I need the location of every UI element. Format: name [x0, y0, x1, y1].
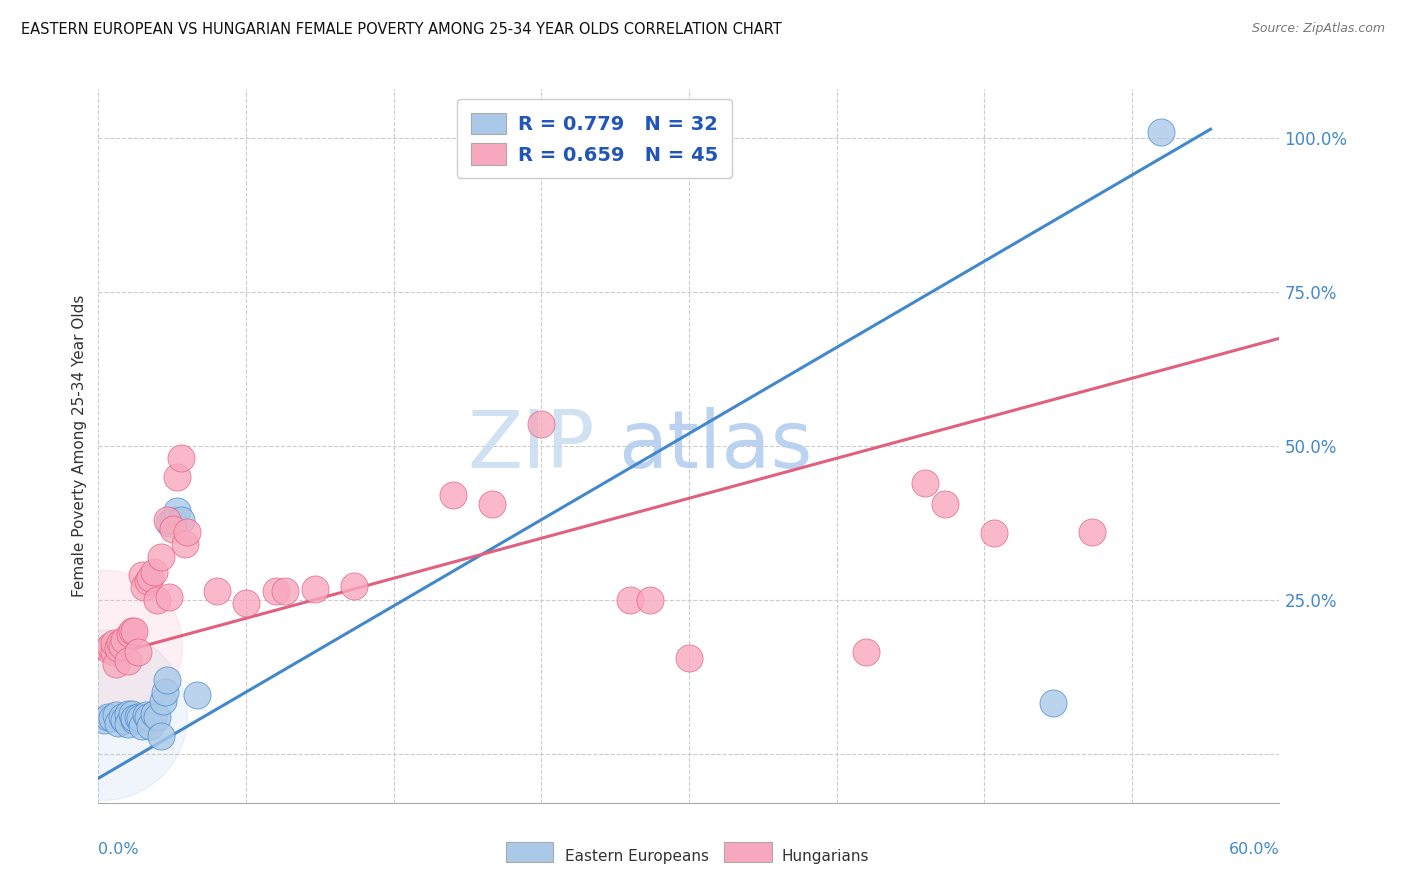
Point: [127, 709, 149, 723]
Text: EASTERN EUROPEAN VS HUNGARIAN FEMALE POVERTY AMONG 25-34 YEAR OLDS CORRELATION C: EASTERN EUROPEAN VS HUNGARIAN FEMALE POV…: [21, 22, 782, 37]
Point: [111, 709, 134, 723]
Point: [117, 706, 139, 721]
Point: [107, 715, 129, 730]
Point: [117, 717, 139, 731]
Point: [1150, 125, 1173, 139]
Y-axis label: Female Poverty Among 25-34 Year Olds: Female Poverty Among 25-34 Year Olds: [72, 295, 87, 597]
Point: [122, 711, 145, 725]
Point: [136, 574, 159, 589]
Point: [121, 624, 143, 638]
Point: [93, 713, 115, 727]
Point: [91, 708, 114, 723]
Point: [152, 694, 174, 708]
Point: [128, 711, 150, 725]
Text: ZIP: ZIP: [467, 407, 595, 485]
Point: [135, 708, 157, 723]
Text: Eastern Europeans: Eastern Europeans: [565, 849, 709, 863]
Point: [176, 525, 198, 540]
Point: [142, 706, 165, 721]
Point: [156, 513, 179, 527]
Point: [101, 711, 124, 725]
Point: [146, 709, 169, 723]
Point: [914, 475, 936, 490]
Point: [530, 417, 553, 432]
Text: Source: ZipAtlas.com: Source: ZipAtlas.com: [1251, 22, 1385, 36]
Point: [105, 708, 128, 723]
Point: [142, 565, 165, 579]
Point: [174, 537, 197, 551]
Point: [138, 571, 160, 585]
Point: [117, 654, 139, 668]
Text: 60.0%: 60.0%: [1229, 842, 1279, 857]
Text: atlas: atlas: [619, 407, 813, 485]
Legend: R = 0.779   N = 32, R = 0.659   N = 45: R = 0.779 N = 32, R = 0.659 N = 45: [457, 99, 731, 178]
Point: [103, 636, 125, 650]
Point: [619, 592, 641, 607]
Point: [107, 640, 129, 655]
Point: [264, 583, 287, 598]
Point: [111, 639, 134, 653]
Point: [97, 642, 120, 657]
Point: [108, 636, 131, 650]
Point: [934, 498, 956, 512]
Point: [127, 645, 149, 659]
Point: [122, 624, 145, 638]
Point: [96, 639, 118, 653]
Point: [983, 526, 1005, 541]
Point: [103, 645, 125, 659]
Point: [112, 713, 135, 727]
Point: [205, 583, 228, 598]
Point: [97, 709, 120, 723]
Point: [441, 488, 464, 502]
Point: [155, 685, 177, 699]
Point: [98, 639, 121, 653]
Point: [638, 592, 661, 607]
Point: [170, 513, 193, 527]
Point: [166, 503, 188, 517]
Point: [1042, 696, 1064, 710]
Point: [105, 657, 128, 672]
Text: Hungarians: Hungarians: [782, 849, 869, 863]
Point: [304, 582, 326, 596]
Point: [136, 709, 159, 723]
Point: [157, 590, 180, 604]
Point: [138, 719, 160, 733]
Point: [121, 706, 143, 721]
Point: [112, 632, 135, 647]
Point: [343, 579, 366, 593]
Point: [131, 568, 153, 582]
Point: [156, 673, 179, 687]
Point: [166, 469, 188, 483]
Point: [162, 513, 184, 527]
Point: [186, 688, 208, 702]
Point: [122, 713, 145, 727]
Point: [274, 583, 297, 598]
Point: [1081, 525, 1104, 540]
Point: [118, 626, 141, 640]
Point: [678, 651, 700, 665]
Point: [131, 719, 153, 733]
Point: [132, 581, 155, 595]
Point: [855, 645, 877, 659]
Point: [235, 596, 257, 610]
Point: [162, 522, 184, 536]
FancyBboxPatch shape: [506, 842, 553, 862]
Point: [481, 498, 503, 512]
Point: [157, 516, 180, 530]
Text: 0.0%: 0.0%: [98, 842, 139, 857]
Point: [150, 730, 173, 744]
Point: [569, 125, 592, 139]
Point: [150, 549, 173, 564]
Point: [170, 451, 193, 466]
Point: [146, 592, 169, 607]
FancyBboxPatch shape: [724, 842, 772, 862]
